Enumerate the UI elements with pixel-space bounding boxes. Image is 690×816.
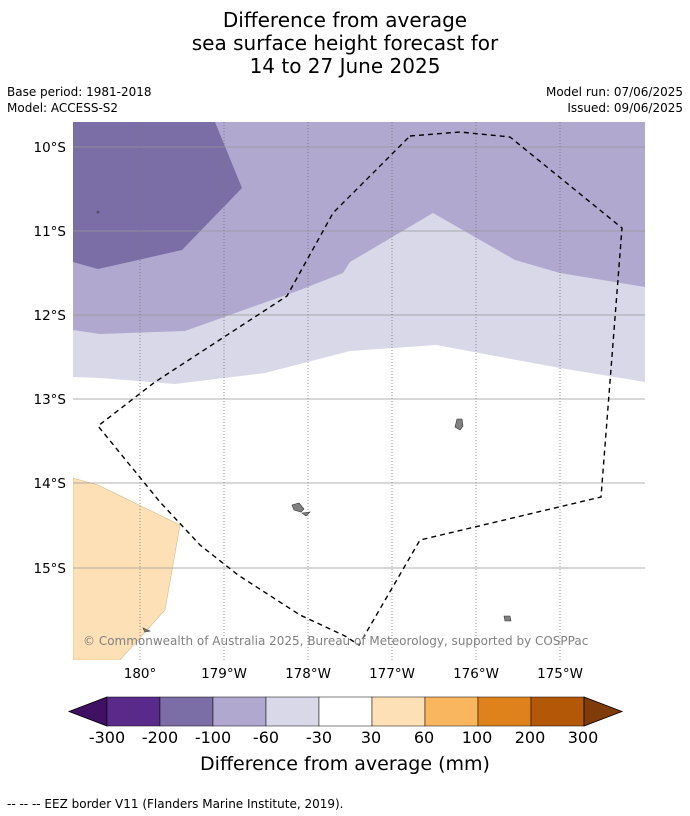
model-name: Model: ACCESS-S2 — [7, 101, 119, 115]
eez-border — [97, 131, 623, 646]
colorbar-segment — [265, 696, 320, 727]
island-niuafoou — [454, 418, 464, 431]
lat-label-15s: 15°S — [34, 561, 67, 577]
latitude-labels: 10°S 11°S 12°S 13°S 14°S 15°S — [34, 140, 67, 577]
lat-label-10s: 10°S — [34, 140, 67, 156]
lat-label-12s: 12°S — [34, 308, 67, 324]
island-small — [142, 627, 152, 633]
colorbar-segment — [106, 696, 161, 727]
lon-label-179w: 179°W — [201, 666, 247, 682]
island-niuatoputapu — [503, 615, 512, 622]
island-wallis-islet — [301, 511, 311, 517]
lon-label-175w: 175°W — [537, 666, 583, 682]
colorbar-arrow-low — [67, 696, 108, 727]
lon-label-176w: 176°W — [453, 666, 499, 682]
colorbar-segment — [159, 696, 214, 727]
colorbar-label-minus200: -200 — [141, 728, 179, 747]
colorbar-title: Difference from average (mm) — [200, 753, 490, 775]
colorbar-segment — [424, 696, 479, 727]
colorbar-label-minus60: -60 — [252, 728, 280, 747]
lon-label-180: 180° — [124, 666, 157, 682]
map: © Commonwealth of Australia 2025, Bureau… — [34, 122, 645, 682]
issued-date: Issued: 09/06/2025 — [567, 101, 683, 115]
islands — [96, 210, 512, 633]
title-line-3: 14 to 27 June 2025 — [249, 54, 441, 78]
eez-footnote: -- -- -- EEZ border V11 (Flanders Marine… — [7, 797, 344, 811]
anomaly-band-30-60 — [73, 477, 181, 660]
lat-label-11s: 11°S — [34, 224, 67, 240]
title-line-1: Difference from average — [222, 8, 468, 32]
lon-label-177w: 177°W — [369, 666, 415, 682]
copyright-notice: © Commonwealth of Australia 2025, Bureau… — [83, 634, 588, 648]
colorbar-segment — [477, 696, 532, 727]
colorbar-label-minus300: -300 — [88, 728, 126, 747]
colorbar-label-300: 300 — [567, 728, 599, 747]
base-period: Base period: 1981-2018 — [7, 85, 152, 99]
colorbar-label-100: 100 — [461, 728, 493, 747]
colorbar-label-60: 60 — [413, 728, 435, 747]
colorbar-segment — [371, 696, 426, 727]
latitude-gridlines — [73, 146, 645, 569]
model-run: Model run: 07/06/2025 — [545, 85, 683, 99]
title-line-2: sea surface height forecast for — [191, 31, 499, 55]
island-wallis — [291, 502, 305, 513]
anomaly-band-lt-minus200 — [73, 122, 242, 269]
lon-label-178w: 178°W — [285, 666, 331, 682]
colorbar-label-minus100: -100 — [194, 728, 232, 747]
colorbar-segment — [530, 696, 585, 727]
colorbar-label-30: 30 — [360, 728, 382, 747]
colorbar-label-200: 200 — [514, 728, 546, 747]
longitude-labels: 180° 179°W 178°W 177°W 176°W 175°W — [124, 666, 583, 682]
lat-label-14s: 14°S — [34, 476, 67, 492]
lat-label-13s: 13°S — [34, 392, 67, 408]
colorbar-label-minus30: -30 — [305, 728, 333, 747]
colorbar-segment — [212, 696, 267, 727]
colorbar-arrow-high — [583, 696, 624, 727]
colorbar-segment — [318, 696, 373, 727]
colorbar — [67, 696, 624, 727]
